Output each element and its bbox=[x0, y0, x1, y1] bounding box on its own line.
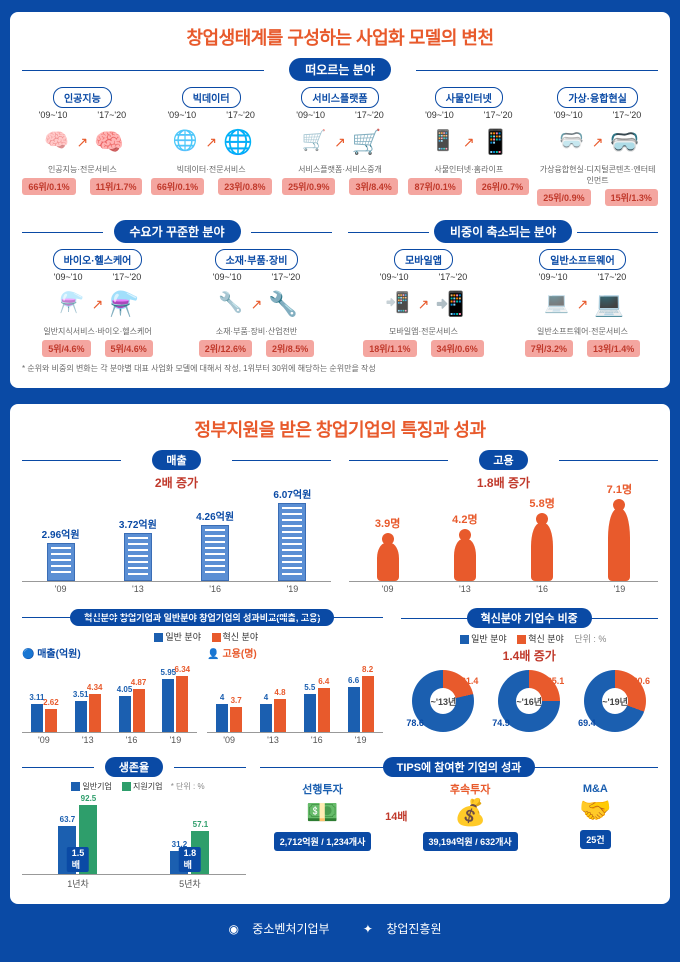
compare-title: 혁신분야 창업기업과 일반분야 창업기업의 성과비교(매출, 고용) bbox=[70, 609, 334, 626]
employ-label: 고용 bbox=[479, 450, 527, 470]
section1-title: 창업생태계를 구성하는 사업화 모델의 변천 bbox=[22, 24, 658, 50]
field-name: 가상·융합현실 bbox=[557, 87, 638, 108]
revenue-label: 매출 bbox=[152, 450, 200, 470]
field-name: 서비스플랫폼 bbox=[301, 87, 378, 108]
field-name: 인공지능 bbox=[53, 87, 112, 108]
survival-title: 생존율 bbox=[105, 757, 163, 777]
field-name: 사물인터넷 bbox=[435, 87, 503, 108]
tips-ma-value: 25건 bbox=[580, 830, 610, 849]
steady-pill: 수요가 꾸준한 분야 bbox=[22, 220, 332, 243]
field-name: 빅데이터 bbox=[182, 87, 241, 108]
field-name: 일반소프트웨어 bbox=[539, 249, 625, 270]
footnote: * 순위와 비중의 변화는 각 분야별 대표 사업화 모델에 대해서 작성, 1… bbox=[22, 363, 658, 374]
field-box: 빅데이터 '09~'10'17~'20 🌐↗🌐 빅데이터·전문서비스 66위/0… bbox=[151, 87, 272, 206]
tips-pre-label: 선행투자 bbox=[260, 781, 385, 797]
tips-ma-label: M&A bbox=[533, 783, 658, 795]
footer: ◉ 중소벤처기업부 ✦ 창업진흥원 bbox=[10, 920, 670, 937]
compare-employ-chart: 4 3.7 4 4.8 5.5 6.4 6.6 8.2 bbox=[207, 660, 382, 733]
employ-chart: 3.9명4.2명5.8명7.1명 bbox=[349, 495, 658, 582]
field-box: 바이오·헬스케어 '09~'10'17~'20 ⚗️↗⚗️ 일반지식서비스·바이… bbox=[22, 249, 173, 357]
compare-legend: 일반 분야 혁신 분야 bbox=[22, 630, 383, 643]
field-name: 바이오·헬스케어 bbox=[53, 249, 143, 270]
ratio-increase: 1.4배 증가 bbox=[401, 647, 659, 664]
revenue-chart: 2.96억원3.72억원4.26억원6.07억원 bbox=[22, 495, 331, 582]
declining-pill: 비중이 축소되는 분야 bbox=[348, 220, 658, 243]
survival-legend: 일반기업 지원기업 * 단위 : % bbox=[22, 781, 246, 792]
field-name: 모바일앱 bbox=[394, 249, 453, 270]
field-box: 일반소프트웨어 '09~'10'17~'20 💻↗💻 일반소프트웨어·전문서비스… bbox=[507, 249, 658, 357]
field-box: 인공지능 '09~'10'17~'20 🧠↗🧠 인공지능·전문서비스 66위/0… bbox=[22, 87, 143, 206]
field-box: 사물인터넷 '09~'10'17~'20 📱↗📱 사물인터넷·홈라이프 87위/… bbox=[408, 87, 529, 206]
survival-chart: 63.7 92.5 1.5배 31.2 57.1 1.8배 bbox=[22, 794, 246, 875]
ratio-legend: 일반 분야 혁신 분야 단위 : % bbox=[401, 632, 659, 645]
field-box: 모바일앱 '09~'10'17~'20 📲↗📲 모바일앱·전문서비스 18위/1… bbox=[348, 249, 499, 357]
field-box: 소재·부품·장비 '09~'10'17~'20 🔧↗🔧 소재·부품·장비·산업전… bbox=[181, 249, 332, 357]
field-box: 서비스플랫폼 '09~'10'17~'20 🛒↗🛒 서비스플랫폼·서비스중개 2… bbox=[280, 87, 401, 206]
tips-post-value: 39,194억원 / 632개사 bbox=[423, 832, 518, 851]
section2-title: 정부지원을 받은 창업기업의 특징과 성과 bbox=[22, 416, 658, 442]
field-name: 소재·부품·장비 bbox=[215, 249, 299, 270]
tips-post-label: 후속투자 bbox=[408, 781, 533, 797]
compare-revenue-chart: 3.11 2.62 3.51 4.34 4.05 4.87 5.95 6.34 bbox=[22, 660, 197, 733]
emp-axis-label: 👤 고용(명) bbox=[207, 645, 382, 660]
field-box: 가상·융합현실 '09~'10'17~'20 🥽↗🥽 가상융합현실·디지털콘텐츠… bbox=[537, 87, 658, 206]
tips-pre-value: 2,712억원 / 1,234개사 bbox=[274, 832, 372, 851]
ratio-donuts: ~'13년21.478.6 ~'16년25.174.9 ~'19년30.669.… bbox=[401, 670, 659, 732]
rising-pill: 떠오르는 분야 bbox=[22, 58, 658, 81]
ratio-title: 혁신분야 기업수 비중 bbox=[467, 608, 592, 628]
rev-axis-label: 🔵 매출(억원) bbox=[22, 645, 197, 660]
tips-title: TIPS에 참여한 기업의 성과 bbox=[383, 757, 536, 777]
tips-mult: 14배 bbox=[385, 808, 407, 824]
